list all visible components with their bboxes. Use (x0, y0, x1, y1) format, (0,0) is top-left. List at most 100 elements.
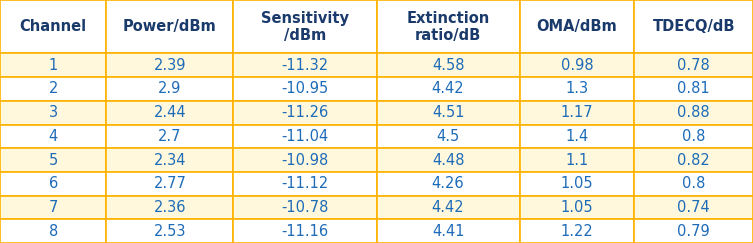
Bar (106, 196, 233, 219)
Bar (634, 219, 753, 243)
Bar (376, 0, 520, 53)
Text: 2.53: 2.53 (154, 224, 186, 239)
Text: 1: 1 (49, 58, 58, 73)
Bar (233, 0, 376, 53)
Bar (376, 124, 520, 148)
Text: 0.8: 0.8 (682, 129, 706, 144)
Text: 1.3: 1.3 (566, 81, 589, 96)
Bar (520, 148, 634, 172)
Text: 1.22: 1.22 (561, 224, 593, 239)
Text: 0.74: 0.74 (677, 200, 710, 215)
Text: 0.79: 0.79 (677, 224, 710, 239)
Bar (634, 101, 753, 125)
Text: -11.26: -11.26 (282, 105, 328, 120)
Text: 0.78: 0.78 (677, 58, 710, 73)
Bar (0, 101, 106, 125)
Bar (520, 77, 634, 101)
Text: 4.42: 4.42 (431, 81, 465, 96)
Text: 4.41: 4.41 (432, 224, 465, 239)
Bar (376, 196, 520, 219)
Bar (376, 77, 520, 101)
Text: Power/dBm: Power/dBm (123, 19, 217, 34)
Bar (233, 172, 376, 196)
Text: 2.7: 2.7 (158, 129, 181, 144)
Text: 1.05: 1.05 (561, 200, 593, 215)
Bar (233, 124, 376, 148)
Text: 4.48: 4.48 (432, 153, 465, 168)
Bar (376, 172, 520, 196)
Bar (376, 219, 520, 243)
Text: 2: 2 (48, 81, 58, 96)
Bar (634, 196, 753, 219)
Bar (106, 172, 233, 196)
Text: 7: 7 (48, 200, 58, 215)
Bar (233, 53, 376, 77)
Text: 4.26: 4.26 (431, 176, 465, 191)
Text: -10.95: -10.95 (282, 81, 328, 96)
Bar (520, 0, 634, 53)
Bar (520, 101, 634, 125)
Bar (0, 148, 106, 172)
Text: -11.04: -11.04 (282, 129, 328, 144)
Bar (520, 219, 634, 243)
Text: 0.81: 0.81 (678, 81, 710, 96)
Text: 3: 3 (49, 105, 58, 120)
Bar (0, 0, 106, 53)
Text: 0.98: 0.98 (561, 58, 593, 73)
Bar (520, 196, 634, 219)
Bar (376, 53, 520, 77)
Text: 4: 4 (49, 129, 58, 144)
Text: TDECQ/dB: TDECQ/dB (652, 19, 735, 34)
Bar (634, 53, 753, 77)
Text: 2.9: 2.9 (158, 81, 181, 96)
Text: 0.8: 0.8 (682, 176, 706, 191)
Bar (520, 124, 634, 148)
Bar (634, 77, 753, 101)
Bar (634, 148, 753, 172)
Bar (106, 77, 233, 101)
Bar (106, 53, 233, 77)
Text: 2.44: 2.44 (154, 105, 186, 120)
Bar (376, 101, 520, 125)
Text: Sensitivity
/dBm: Sensitivity /dBm (261, 10, 349, 43)
Bar (520, 172, 634, 196)
Text: -10.98: -10.98 (282, 153, 328, 168)
Text: 2.34: 2.34 (154, 153, 186, 168)
Bar (0, 124, 106, 148)
Text: 5: 5 (49, 153, 58, 168)
Text: 8: 8 (49, 224, 58, 239)
Text: 1.4: 1.4 (566, 129, 589, 144)
Bar (0, 219, 106, 243)
Text: 0.88: 0.88 (678, 105, 710, 120)
Text: 1.1: 1.1 (566, 153, 589, 168)
Text: 2.36: 2.36 (154, 200, 186, 215)
Bar (233, 196, 376, 219)
Text: Channel: Channel (20, 19, 87, 34)
Bar (376, 148, 520, 172)
Text: -11.12: -11.12 (282, 176, 328, 191)
Bar (233, 77, 376, 101)
Text: 4.42: 4.42 (431, 200, 465, 215)
Text: -11.16: -11.16 (282, 224, 328, 239)
Text: 4.58: 4.58 (432, 58, 465, 73)
Text: 6: 6 (49, 176, 58, 191)
Text: 4.51: 4.51 (432, 105, 465, 120)
Text: -11.32: -11.32 (282, 58, 328, 73)
Text: OMA/dBm: OMA/dBm (537, 19, 617, 34)
Bar (634, 0, 753, 53)
Text: 0.82: 0.82 (677, 153, 710, 168)
Bar (0, 77, 106, 101)
Text: 4.5: 4.5 (437, 129, 460, 144)
Bar (634, 172, 753, 196)
Bar (0, 196, 106, 219)
Text: 2.77: 2.77 (154, 176, 186, 191)
Text: 1.17: 1.17 (561, 105, 593, 120)
Text: 2.39: 2.39 (154, 58, 186, 73)
Text: Extinction
ratio/dB: Extinction ratio/dB (407, 10, 489, 43)
Bar (106, 124, 233, 148)
Bar (106, 219, 233, 243)
Text: -10.78: -10.78 (281, 200, 328, 215)
Bar (520, 53, 634, 77)
Bar (0, 53, 106, 77)
Bar (106, 101, 233, 125)
